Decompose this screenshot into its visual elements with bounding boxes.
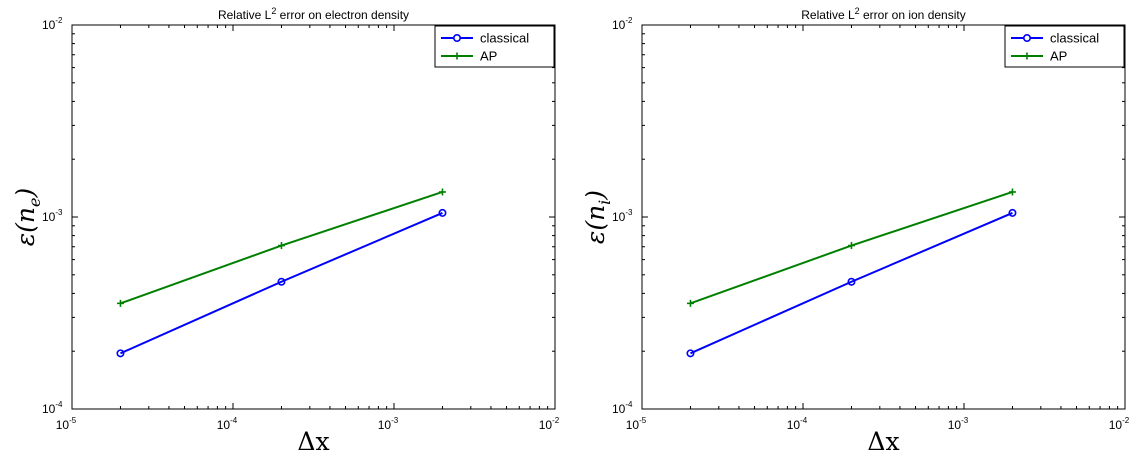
y-tick-label: 10-2 xyxy=(42,16,63,32)
chart-title: Relative L2 error on ion density xyxy=(801,6,965,22)
plot-area xyxy=(641,24,1126,410)
legend-label-classical: classical xyxy=(1050,31,1099,46)
x-tick-label: 10-3 xyxy=(378,416,399,432)
data-point-AP xyxy=(116,299,124,307)
legend: classical AP xyxy=(434,25,555,68)
legend-marker-AP xyxy=(453,52,461,60)
data-point-AP xyxy=(277,242,285,250)
data-point-AP xyxy=(438,188,446,196)
x-tick-label: 10-4 xyxy=(217,416,238,432)
data-point-classical xyxy=(1008,208,1017,217)
x-axis-label: Δx xyxy=(867,427,899,456)
legend-marker-classical xyxy=(1022,33,1031,42)
x-tick-label: 10-3 xyxy=(948,416,969,432)
x-tick-label: 10-5 xyxy=(626,416,647,432)
data-point-classical xyxy=(847,277,856,286)
chart-panel-electron: Relative L2 error on electron density 10-… xyxy=(11,6,560,456)
data-point-AP xyxy=(686,299,694,307)
x-tick-label: 10-2 xyxy=(1109,416,1130,432)
y-tick-label: 10-2 xyxy=(612,16,633,32)
x-tick-label: 10-5 xyxy=(56,416,77,432)
data-point-AP xyxy=(1008,188,1016,196)
data-point-AP xyxy=(847,242,855,250)
data-point-classical xyxy=(277,277,286,286)
y-tick-label: 10-3 xyxy=(612,208,633,224)
series-line-classical xyxy=(120,212,443,355)
series-line-classical xyxy=(690,212,1013,355)
y-axis-label: ε(ni) xyxy=(581,190,614,244)
electron-density-error-chart: Relative L2 error on electron density 10-… xyxy=(11,6,560,456)
legend-box xyxy=(1004,25,1125,68)
chart-panel-ion: Relative L2 error on ion density 10-5 10-4… xyxy=(570,0,1140,457)
chart-title: Relative L2 error on electron density xyxy=(218,6,409,22)
x-tick-label: 10-2 xyxy=(539,416,560,432)
y-axis-label: ε(ne) xyxy=(11,188,44,247)
legend-label-AP: AP xyxy=(480,49,497,64)
legend-marker-classical xyxy=(452,33,461,42)
plot-area xyxy=(71,24,556,410)
y-tick-label: 10-4 xyxy=(612,400,633,416)
y-tick-label: 10-3 xyxy=(42,208,63,224)
legend-marker-AP xyxy=(1023,52,1031,60)
legend-label-classical: classical xyxy=(480,31,529,46)
data-point-classical xyxy=(438,208,447,217)
x-axis-label: Δx xyxy=(297,427,329,456)
y-tick-label: 10-4 xyxy=(42,400,63,416)
legend-box xyxy=(434,25,555,68)
data-point-classical xyxy=(116,349,125,358)
legend: classical AP xyxy=(1004,25,1125,68)
legend-label-AP: AP xyxy=(1050,49,1067,64)
x-tick-label: 10-4 xyxy=(787,416,808,432)
data-point-classical xyxy=(686,349,695,358)
